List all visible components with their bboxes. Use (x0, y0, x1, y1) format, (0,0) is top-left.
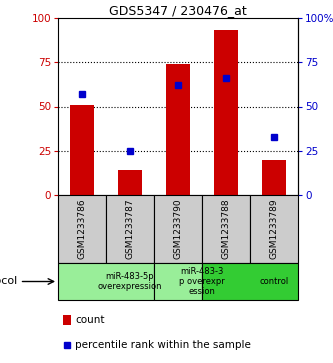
Text: count: count (75, 315, 105, 325)
Text: miR-483-5p
overexpression: miR-483-5p overexpression (98, 272, 162, 291)
Text: miR-483-3
p overexpr
ession: miR-483-3 p overexpr ession (179, 266, 225, 297)
Text: percentile rank within the sample: percentile rank within the sample (75, 340, 251, 350)
Title: GDS5347 / 230476_at: GDS5347 / 230476_at (109, 4, 247, 17)
Bar (250, 195, 298, 263)
Bar (58, 195, 106, 263)
Bar (154, 195, 202, 263)
Bar (63, 315, 71, 325)
Bar (58, 263, 154, 300)
Bar (214, 30, 238, 195)
Bar (106, 195, 154, 263)
Text: GSM1233788: GSM1233788 (221, 199, 230, 259)
Text: GSM1233787: GSM1233787 (126, 199, 135, 259)
Text: control: control (259, 277, 289, 286)
Text: GSM1233790: GSM1233790 (173, 199, 182, 259)
Bar (70, 105, 94, 195)
Text: GSM1233786: GSM1233786 (78, 199, 87, 259)
Bar (118, 170, 142, 195)
Bar (262, 160, 286, 195)
Bar (202, 263, 298, 300)
Bar (154, 263, 202, 300)
Bar (202, 195, 250, 263)
Text: GSM1233789: GSM1233789 (269, 199, 278, 259)
Text: protocol: protocol (0, 277, 17, 286)
Bar (166, 64, 190, 195)
